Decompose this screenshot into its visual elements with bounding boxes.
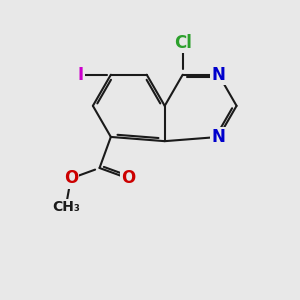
Text: N: N bbox=[212, 128, 226, 146]
Text: O: O bbox=[64, 169, 78, 188]
Text: Cl: Cl bbox=[174, 34, 192, 52]
Text: N: N bbox=[212, 66, 226, 84]
Text: I: I bbox=[77, 66, 83, 84]
Text: O: O bbox=[121, 169, 135, 188]
Text: CH₃: CH₃ bbox=[52, 200, 80, 214]
